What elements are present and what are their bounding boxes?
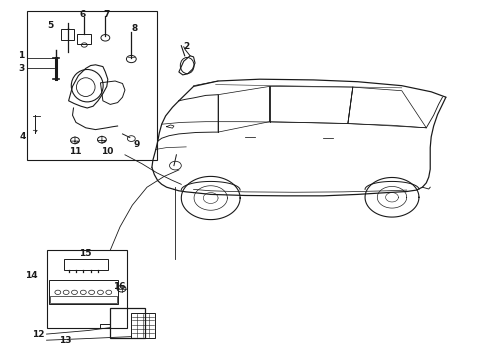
Bar xyxy=(61,29,74,40)
Bar xyxy=(131,313,155,338)
Text: 9: 9 xyxy=(133,140,140,149)
Text: 14: 14 xyxy=(24,271,37,280)
Text: 13: 13 xyxy=(59,336,72,345)
Text: 2: 2 xyxy=(183,42,189,51)
Bar xyxy=(49,280,118,304)
Text: 10: 10 xyxy=(100,147,113,156)
Text: 6: 6 xyxy=(79,10,85,19)
Text: 16: 16 xyxy=(113,282,125,291)
Text: 7: 7 xyxy=(103,10,110,19)
Bar xyxy=(77,34,91,44)
Bar xyxy=(27,11,157,160)
Text: 12: 12 xyxy=(32,330,45,338)
Bar xyxy=(64,259,108,270)
Text: 11: 11 xyxy=(69,147,81,156)
Text: 15: 15 xyxy=(79,249,92,258)
Text: 4: 4 xyxy=(20,132,26,141)
Text: 8: 8 xyxy=(132,24,138,33)
Text: 1: 1 xyxy=(18,51,24,60)
Text: 5: 5 xyxy=(47,21,53,30)
Text: 3: 3 xyxy=(18,64,24,73)
Bar xyxy=(47,250,127,328)
Bar xyxy=(50,296,117,303)
Bar xyxy=(110,308,145,338)
